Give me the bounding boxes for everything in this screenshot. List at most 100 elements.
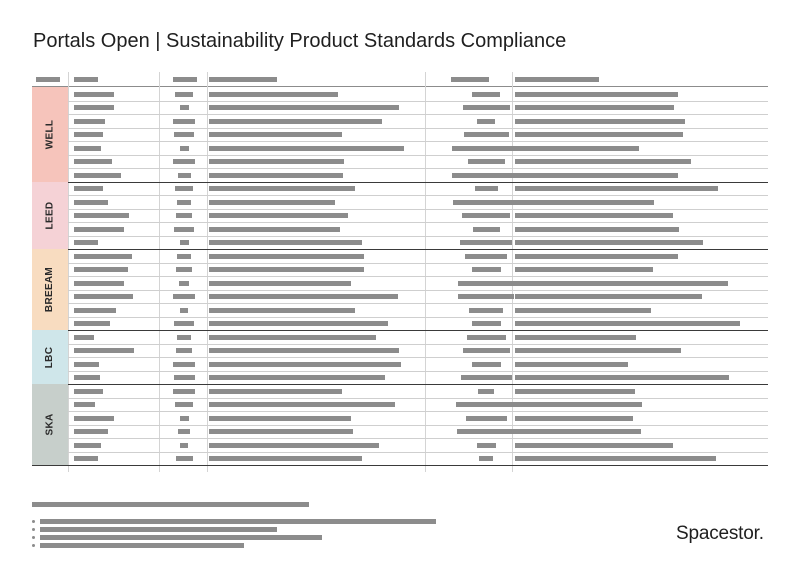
cell-placeholder <box>209 253 364 259</box>
cell-placeholder <box>74 145 101 151</box>
cell-placeholder <box>515 240 703 245</box>
column-divider <box>68 72 69 472</box>
cell-placeholder <box>515 145 639 151</box>
cell-placeholder <box>471 267 501 272</box>
cell-placeholder <box>515 307 651 313</box>
cell-placeholder <box>176 267 192 272</box>
cell-placeholder <box>74 375 100 380</box>
cell-placeholder <box>515 226 679 232</box>
cell-placeholder <box>175 456 193 461</box>
cell-placeholder <box>209 226 340 232</box>
cell-placeholder <box>180 307 188 313</box>
compliance-table: WELL LEED BREEAM LBC SKA <box>32 70 768 475</box>
cell-placeholder <box>74 280 124 286</box>
cell-placeholder <box>209 280 351 286</box>
cell-placeholder <box>515 334 636 340</box>
cell-placeholder <box>74 118 105 124</box>
cell-placeholder <box>515 186 718 191</box>
cell-placeholder <box>74 132 103 137</box>
group-divider <box>32 384 768 385</box>
cell-placeholder <box>515 105 674 110</box>
bullet-icon <box>32 536 35 539</box>
standard-label-leed: LEED <box>32 181 68 249</box>
bullet-icon <box>32 520 35 523</box>
row-divider <box>68 276 768 277</box>
row-divider <box>68 289 768 291</box>
cell-placeholder <box>173 159 195 164</box>
cell-placeholder <box>209 213 348 218</box>
cell-placeholder <box>452 145 520 151</box>
cell-placeholder <box>462 348 510 353</box>
cell-placeholder <box>476 442 496 448</box>
row-divider <box>68 451 768 453</box>
cell-placeholder <box>209 186 355 191</box>
row-divider <box>68 438 768 439</box>
cell-placeholder <box>176 348 192 353</box>
footnote-heading-placeholder <box>32 502 309 507</box>
row-divider <box>68 235 768 237</box>
header-divider <box>32 86 768 87</box>
cell-placeholder <box>209 267 364 272</box>
cell-placeholder <box>74 267 128 272</box>
cell-placeholder <box>458 294 514 299</box>
standard-label-lbc: LBC <box>32 330 68 384</box>
page-title: Portals Open | Sustainability Product St… <box>33 30 567 52</box>
cell-placeholder <box>515 388 635 394</box>
cell-placeholder <box>472 91 500 97</box>
group-divider <box>32 181 768 183</box>
row-divider <box>68 397 768 399</box>
cell-placeholder <box>178 429 190 434</box>
cell-placeholder <box>177 253 191 259</box>
row-divider <box>68 303 768 304</box>
cell-placeholder <box>176 213 192 218</box>
cell-placeholder <box>209 145 404 151</box>
column-divider <box>512 72 513 472</box>
cell-placeholder <box>209 199 335 205</box>
cell-placeholder <box>515 442 673 448</box>
cell-placeholder <box>74 199 108 205</box>
cell-placeholder <box>74 294 133 299</box>
bullet-icon <box>32 528 35 531</box>
cell-placeholder <box>515 172 678 178</box>
row-divider <box>68 370 768 372</box>
row-divider <box>68 141 768 142</box>
cell-placeholder <box>179 415 189 421</box>
header-cell-placeholder <box>515 77 599 82</box>
cell-placeholder <box>209 429 353 434</box>
cell-placeholder <box>474 186 498 191</box>
cell-placeholder <box>74 388 103 394</box>
row-divider <box>68 114 768 115</box>
cell-placeholder <box>179 105 189 110</box>
header-cell-placeholder <box>451 77 489 82</box>
standard-label-ska: SKA <box>32 384 68 465</box>
column-divider <box>159 72 160 472</box>
cell-placeholder <box>209 240 362 245</box>
cell-placeholder <box>175 91 193 97</box>
cell-placeholder <box>177 172 191 178</box>
cell-placeholder <box>209 172 343 178</box>
cell-placeholder <box>451 172 521 178</box>
cell-placeholder <box>74 226 124 232</box>
standard-name: WELL <box>44 119 56 150</box>
cell-placeholder <box>209 307 355 313</box>
cell-placeholder <box>457 280 515 286</box>
row-divider <box>68 168 768 169</box>
cell-placeholder <box>173 118 195 124</box>
cell-placeholder <box>209 118 382 124</box>
cell-placeholder <box>479 456 493 461</box>
row-divider <box>68 262 768 264</box>
footnote-placeholder <box>40 543 244 548</box>
cell-placeholder <box>455 402 517 407</box>
footnote-placeholder <box>40 535 322 540</box>
cell-placeholder <box>460 375 512 380</box>
cell-placeholder <box>74 105 114 110</box>
row-divider <box>68 357 768 358</box>
row-divider <box>68 154 768 156</box>
footnote-placeholder <box>40 527 277 532</box>
cell-placeholder <box>465 415 507 421</box>
group-divider <box>32 249 768 250</box>
cell-placeholder <box>174 321 194 326</box>
cell-placeholder <box>209 91 338 97</box>
header-cell-placeholder <box>36 77 60 82</box>
cell-placeholder <box>173 361 195 367</box>
